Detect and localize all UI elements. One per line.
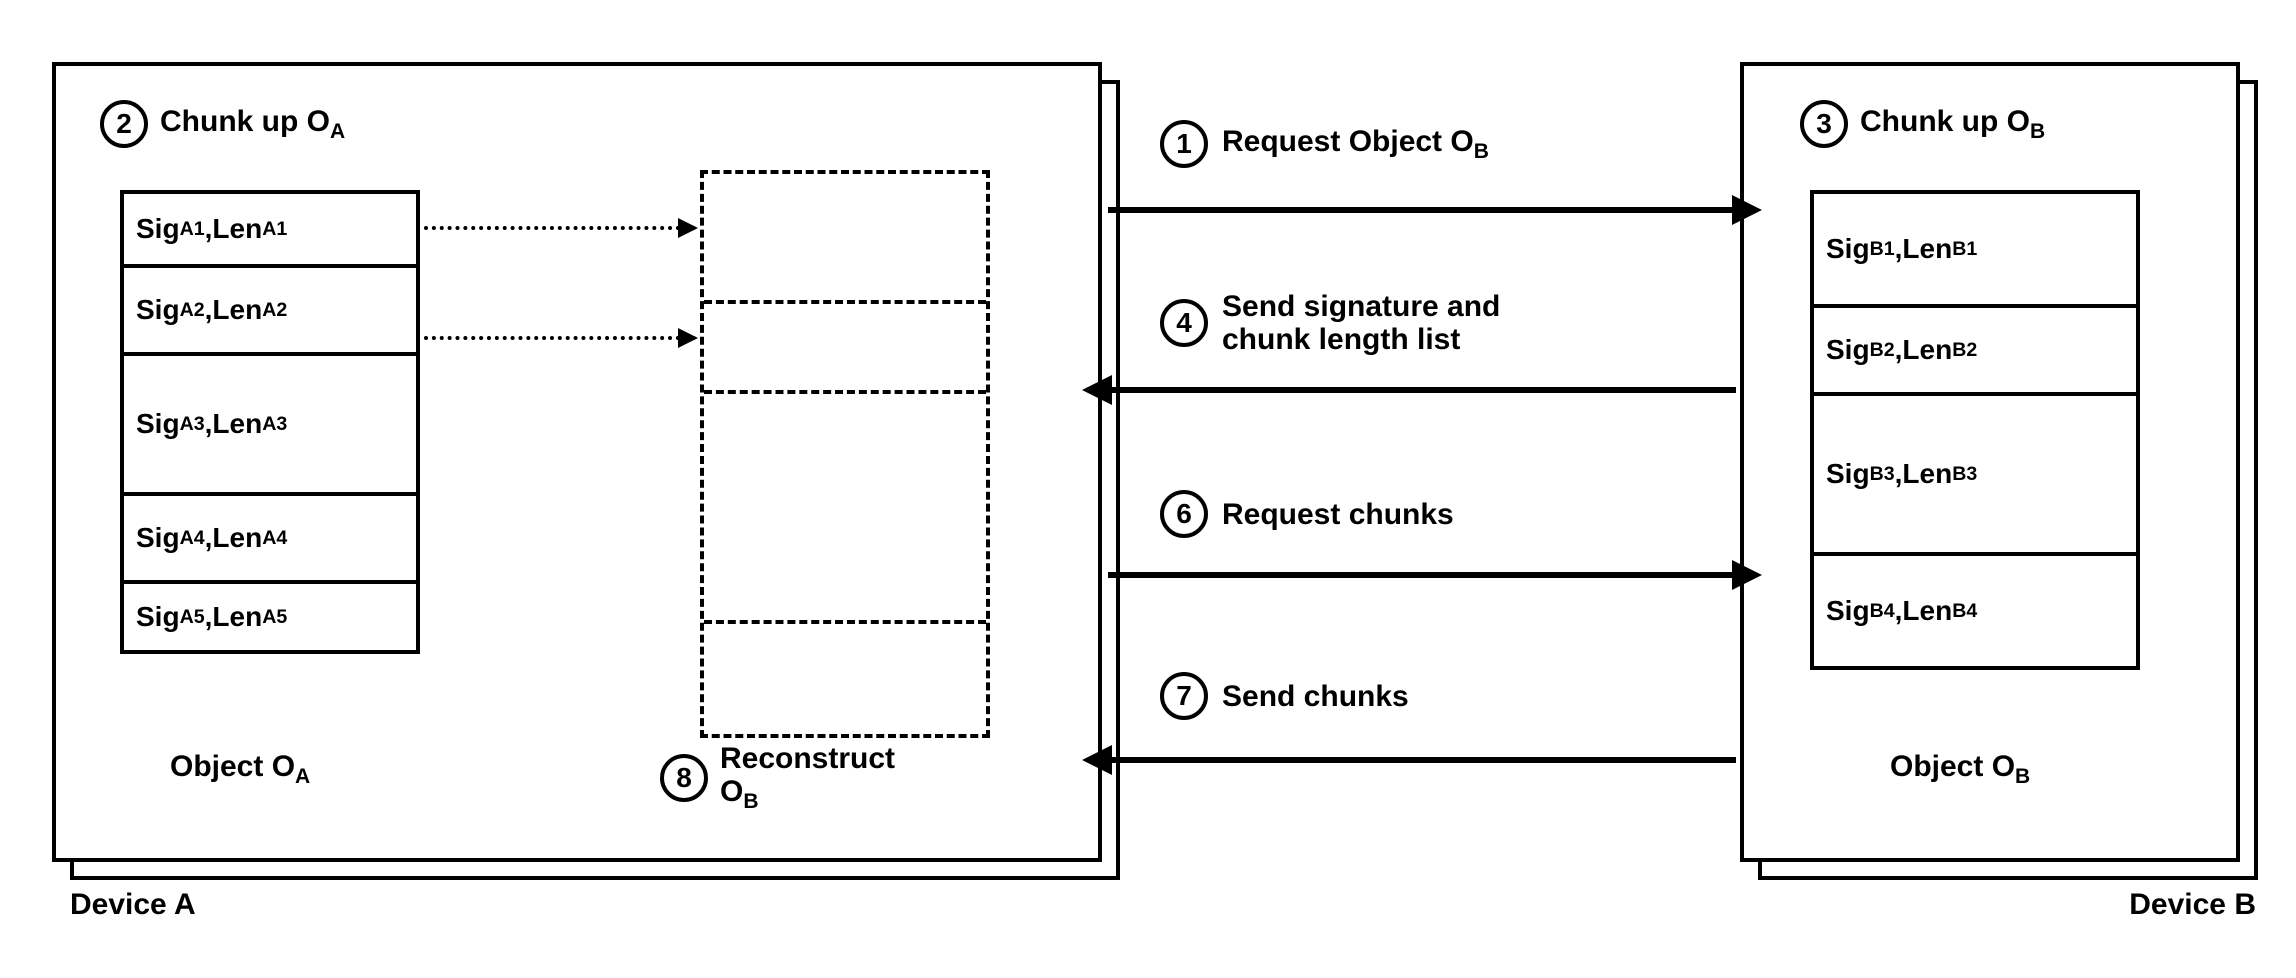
object-ob-table-row: SigB2,LenB2: [1814, 308, 2136, 396]
arrowhead-right-icon: [1732, 195, 1762, 225]
reconstruct-row: [704, 394, 986, 624]
step-8-text: ReconstructOB: [720, 742, 895, 813]
step-2-text: Chunk up OA: [160, 105, 345, 143]
message-6: 6 Request chunks: [1160, 490, 1454, 538]
object-oa-table-label: Object OA: [170, 750, 310, 789]
arrowhead-right-icon: [1732, 560, 1762, 590]
reconstruct-row: [704, 304, 986, 394]
step-2: 2 Chunk up OA: [100, 100, 345, 148]
object-oa-table: SigA1,LenA1SigA2,LenA2SigA3,LenA3SigA4,L…: [120, 190, 420, 654]
message-arrow-line: [1108, 572, 1736, 578]
arrowhead-left-icon: [1082, 745, 1112, 775]
device-a-label: Device A: [70, 888, 196, 922]
message-7-text: Send chunks: [1222, 680, 1409, 713]
step-8: 8ReconstructOB: [660, 742, 895, 813]
message-7-badge: 7: [1160, 672, 1208, 720]
message-1-badge: 1: [1160, 120, 1208, 168]
step-3: 3 Chunk up OB: [1800, 100, 2045, 148]
object-ob-table-row: SigB1,LenB1: [1814, 194, 2136, 308]
arrowhead-left-icon: [1082, 375, 1112, 405]
reconstruct-row: [704, 624, 986, 734]
object-ob-table-row: SigB4,LenB4: [1814, 556, 2136, 666]
message-1-text: Request Object OB: [1222, 125, 1489, 163]
diagram-canvas: Device A Device B 2 Chunk up OA 3 Chunk up OB…: [0, 0, 2296, 978]
message-arrow-line: [1108, 207, 1736, 213]
reconstruct-box: [700, 170, 990, 738]
object-oa-table-row: SigA4,LenA4: [124, 496, 416, 584]
object-oa-table-row: SigA3,LenA3: [124, 356, 416, 496]
object-ob-table-label: Object OB: [1890, 750, 2030, 789]
reconstruct-row: [704, 174, 986, 304]
message-4: 4 Send signature andchunk length list: [1160, 290, 1500, 356]
object-oa-table-row: SigA5,LenA5: [124, 584, 416, 650]
step-3-badge: 3: [1800, 100, 1848, 148]
dotted-arrow: [424, 226, 696, 230]
dotted-arrow: [424, 336, 696, 340]
message-4-badge: 4: [1160, 299, 1208, 347]
step-3-text: Chunk up OB: [1860, 105, 2045, 143]
step-2-badge: 2: [100, 100, 148, 148]
object-oa-table-row: SigA2,LenA2: [124, 268, 416, 356]
message-1: 1 Request Object OB: [1160, 120, 1489, 168]
message-arrow-line: [1108, 387, 1736, 393]
object-ob-table: SigB1,LenB1SigB2,LenB2SigB3,LenB3SigB4,L…: [1810, 190, 2140, 670]
step-8-badge: 8: [660, 754, 708, 802]
message-arrow-line: [1108, 757, 1736, 763]
device-b-label: Device B: [2129, 888, 2256, 922]
object-ob-table-row: SigB3,LenB3: [1814, 396, 2136, 556]
object-oa-table-row: SigA1,LenA1: [124, 194, 416, 268]
message-4-text: Send signature andchunk length list: [1222, 290, 1500, 356]
message-7: 7 Send chunks: [1160, 672, 1409, 720]
message-6-badge: 6: [1160, 490, 1208, 538]
message-6-text: Request chunks: [1222, 498, 1454, 531]
